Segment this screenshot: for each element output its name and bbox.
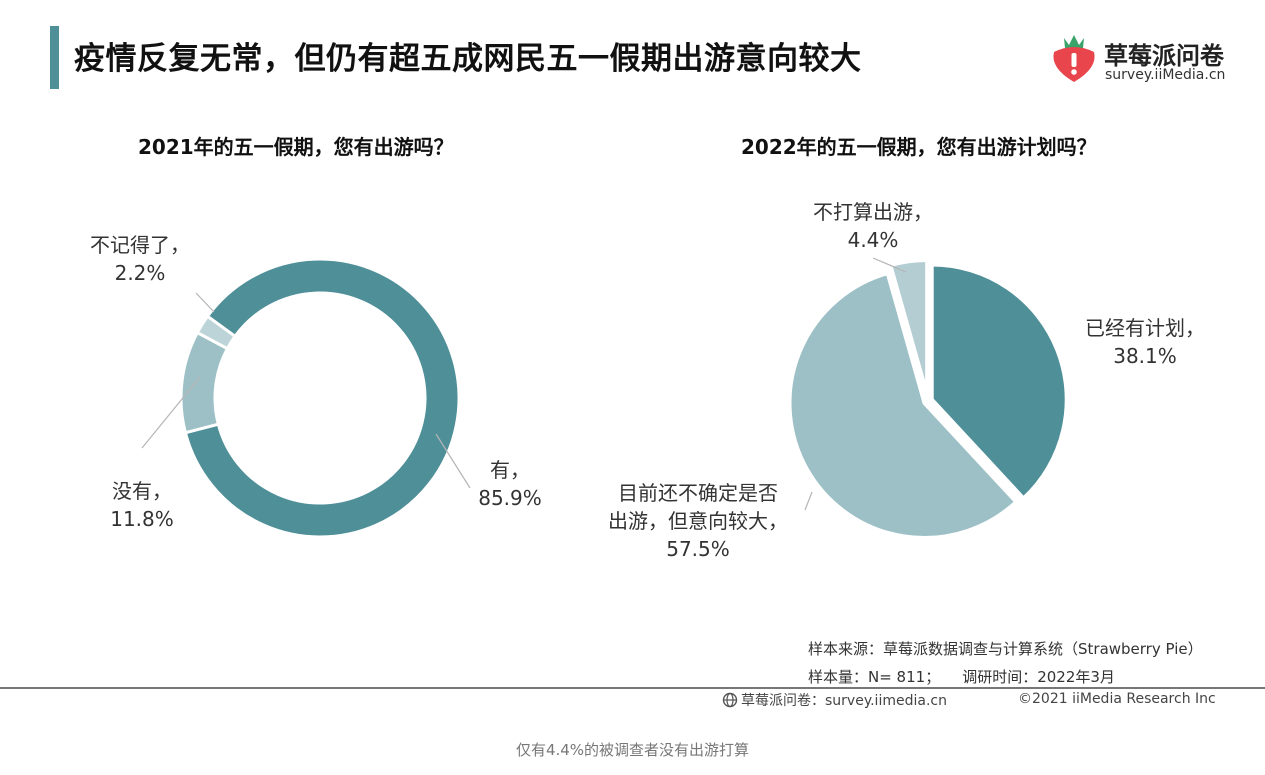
leader-line [872, 257, 907, 273]
footer-site-text: 草莓派问卷：survey.iimedia.cn [741, 693, 947, 709]
slice-label: 不记得了， 2.2% [90, 233, 190, 285]
leader-line [435, 433, 471, 489]
slice-label: 已经有计划， 38.1% [1085, 316, 1205, 368]
leader-line [804, 491, 813, 511]
donut-slice [183, 257, 461, 539]
slice-label: 有， 85.9% [478, 458, 542, 510]
chart-2-pie: 已经有计划， 38.1% 目前还不确定是否出游，但意向较大， 57.5% 不打算出游， 4… [608, 200, 1205, 561]
footer-site: 草莓派问卷：survey.iimedia.cn [722, 690, 947, 710]
image-caption: 仅有4.4%的被调查者没有出游打算 [515, 741, 750, 759]
globe-icon [722, 692, 738, 708]
source-note: 样本来源：草莓派数据调查与计算系统（Strawberry Pie） [808, 640, 1203, 658]
sample-info: 样本量：N= 811； 调研时间：2022年3月 [808, 666, 1115, 687]
brand-url: survey.iiMedia.cn [1105, 67, 1226, 83]
leader-line [195, 292, 215, 313]
survey-time: 调研时间：2022年3月 [962, 668, 1115, 686]
donut-slice [195, 314, 238, 351]
pie-slice [787, 270, 1020, 540]
slice-label: 没有， 11.8% [110, 479, 174, 531]
pie-slice [929, 262, 1069, 502]
chart-1-title: 2021年的五一假期，您有出游吗？ [138, 135, 454, 159]
chart-1-donut: 有， 85.9% 没有， 11.8% 不记得了， 2.2% [90, 233, 542, 539]
brand: 草莓派问卷 survey.iiMedia.cn [1050, 30, 1250, 90]
leader-line [141, 376, 201, 449]
footer-divider [0, 687, 1265, 689]
sample-size: 样本量：N= 811； [808, 668, 941, 686]
footer-copyright: ©2021 iiMedia Research Inc [1018, 691, 1216, 707]
strawberry-logo-icon [1053, 35, 1095, 82]
page-title: 疫情反复无常，但仍有超五成网民五一假期出游意向较大 [74, 41, 862, 77]
slice-label: 不打算出游， 4.4% [813, 200, 933, 252]
brand-name: 草莓派问卷 [1104, 42, 1224, 70]
donut-slice [179, 330, 230, 435]
slice-label: 目前还不确定是否出游，但意向较大， 57.5% [608, 481, 788, 561]
chart-2-title: 2022年的五一假期，您有出游计划吗？ [741, 135, 1097, 159]
title-accent-bar [50, 26, 59, 89]
